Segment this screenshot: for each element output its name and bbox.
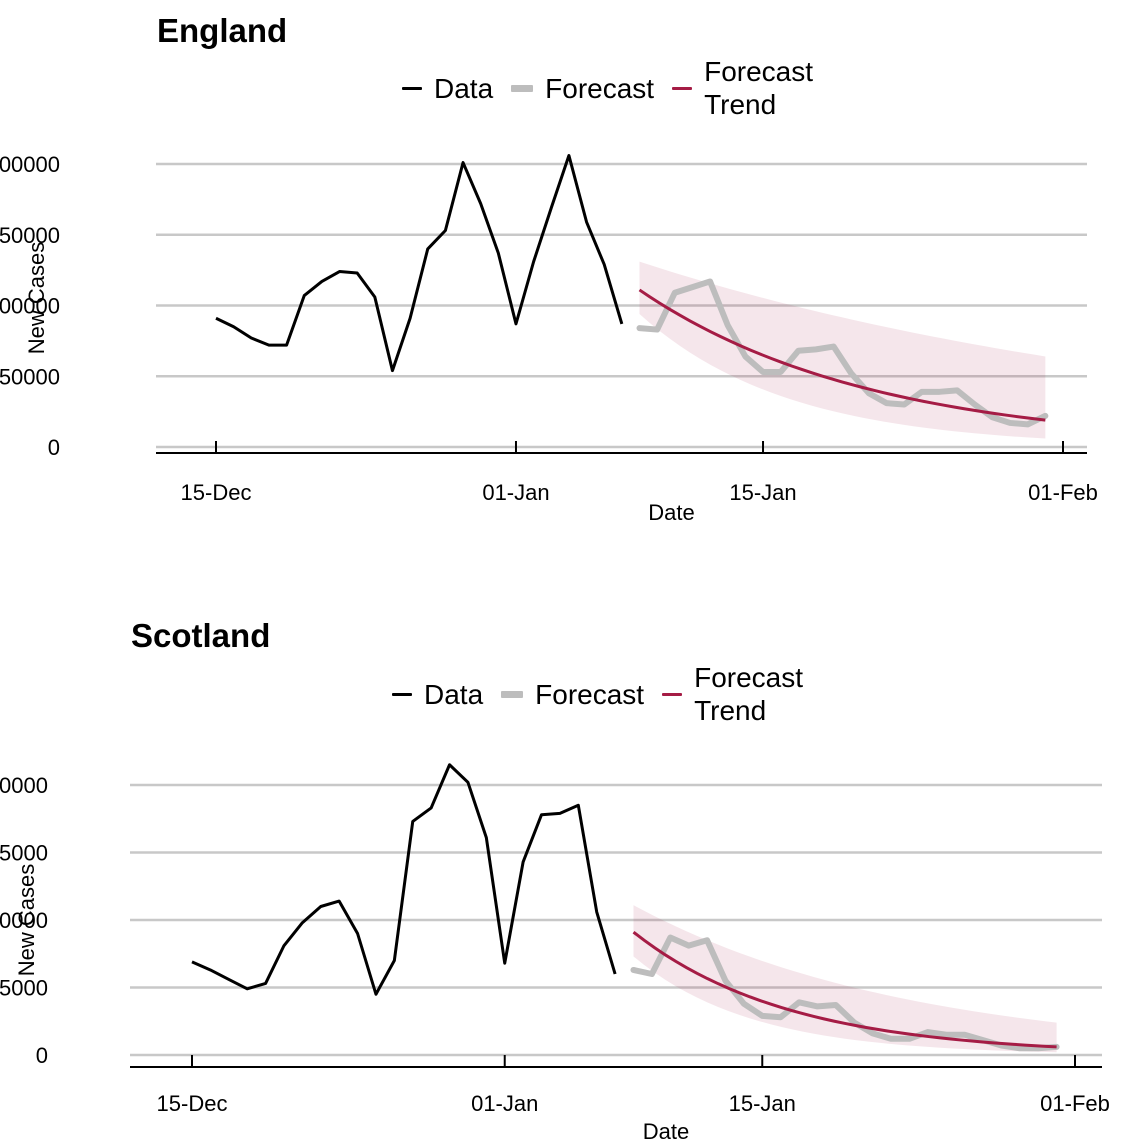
- chart-title: England: [157, 12, 288, 49]
- chart-panel-scotland: Scotland Data Forecast Forecast Trend 0 5…: [0, 571, 1121, 1142]
- y-tick-label: 15000: [0, 841, 48, 866]
- forecast-trend-line: [632, 930, 1057, 1049]
- legend-key-forecast: [501, 690, 524, 698]
- legend-key-forecast-trend: [662, 692, 683, 696]
- y-axis-title: New Cases: [14, 864, 39, 976]
- chart-title: Scotland: [131, 617, 271, 654]
- y-tick-label: 10000: [0, 908, 48, 933]
- forecast-series-line: [636, 278, 1049, 428]
- legend-key-data: [392, 692, 412, 696]
- legend-label: Forecast Trend: [694, 662, 804, 726]
- x-tick-label: 15-Dec: [157, 1091, 228, 1116]
- y-tick-label: 0: [36, 1043, 48, 1068]
- legend-key-forecast: [511, 84, 534, 92]
- legend-label: Data: [424, 678, 484, 710]
- chart-panel-england: England Data Forecast Forecast Trend 0 50…: [0, 12, 1098, 525]
- legend-key-forecast-trend: [672, 86, 693, 90]
- legend-label: Data: [434, 72, 494, 104]
- y-tick-label: 0: [48, 435, 60, 460]
- y-tick-label: 50000: [0, 364, 60, 389]
- y-tick-label: 5000: [0, 976, 48, 1001]
- forecast-trend-band: [633, 905, 1057, 1053]
- legend-label: Forecast: [535, 678, 645, 710]
- data-series-line: [191, 763, 617, 996]
- legend-key-data: [402, 86, 422, 90]
- x-tick-label: 01-Feb: [1040, 1091, 1110, 1116]
- legend-item-forecast-trend: Forecast Trend: [672, 55, 813, 121]
- legend-item-data: Data: [392, 678, 483, 711]
- y-axis-title: New Cases: [24, 242, 49, 354]
- x-tick-label: 01-Jan: [482, 480, 549, 505]
- x-tick-label: 15-Jan: [729, 1091, 796, 1116]
- y-tick-label: 20000: [0, 773, 48, 798]
- x-tick-label: 01-Feb: [1028, 480, 1098, 505]
- y-tick-label: 150000: [0, 223, 60, 248]
- legend-label: Forecast: [545, 72, 655, 104]
- chart-legend: Data Forecast Forecast Trend: [392, 661, 821, 727]
- chart-plot-area: 0 5000 10000 15000 20000 15-Dec 01-Jan 15-Jan 01…: [0, 763, 1110, 1142]
- x-axis-title: Date: [643, 1119, 689, 1142]
- legend-item-data: Data: [402, 72, 493, 105]
- y-tick-label: 100000: [0, 294, 60, 319]
- data-series-line: [215, 154, 624, 373]
- legend-item-forecast: Forecast: [501, 678, 644, 711]
- x-tick-label: 15-Jan: [729, 480, 796, 505]
- legend-item-forecast: Forecast: [511, 72, 654, 105]
- legend-label: Forecast Trend: [704, 56, 814, 120]
- x-tick-label: 15-Dec: [181, 480, 252, 505]
- chart-plot-area: 0 50000 100000 150000 200000 15-Dec 01-Jan 15-J…: [0, 152, 1098, 525]
- forecast-trend-line: [638, 288, 1046, 422]
- legend-item-forecast-trend: Forecast Trend: [662, 661, 803, 727]
- x-axis-title: Date: [648, 500, 694, 525]
- y-tick-label: 200000: [0, 152, 60, 177]
- chart-legend: Data Forecast Forecast Trend: [402, 55, 831, 121]
- x-tick-label: 01-Jan: [471, 1091, 538, 1116]
